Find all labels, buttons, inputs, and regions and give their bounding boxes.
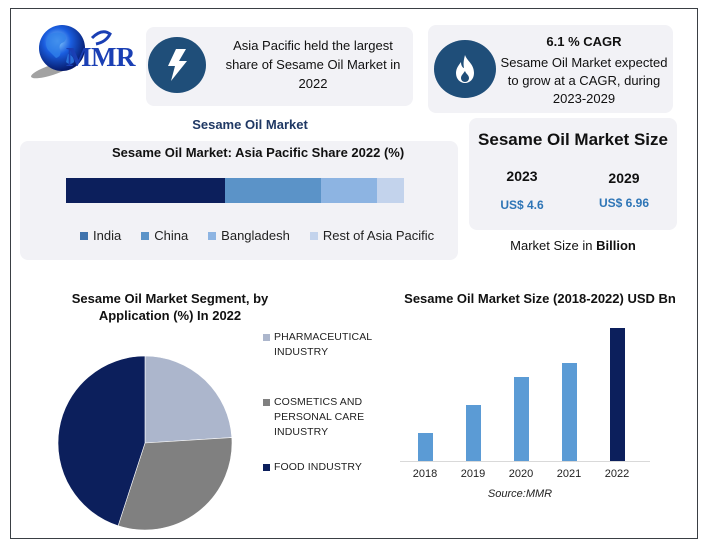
info-card-text: Asia Pacific held the largest share of S… — [225, 38, 401, 91]
legend-swatch — [309, 231, 318, 240]
share-segment-china — [224, 178, 322, 203]
flame-icon — [434, 40, 496, 98]
legend-label: India — [93, 228, 122, 243]
pie-legend-item: FOOD INDUSTRY — [263, 460, 383, 475]
year-label: 2029 — [608, 170, 640, 186]
legend-label: Bangladesh — [221, 228, 290, 243]
x-axis-labels: 2018 2019 2020 2021 2022 — [400, 468, 650, 482]
cagr-text: Sesame Oil Market expected to grow at a … — [500, 55, 668, 106]
share-segment-rest-of-asia-pacific — [376, 178, 404, 203]
bar-2021 — [561, 363, 577, 461]
legend-swatch — [263, 399, 270, 406]
x-axis-label: 2020 — [508, 468, 534, 480]
market-value: US$ 6.96 — [598, 196, 650, 210]
source-note: Source:MMR — [487, 488, 553, 500]
bar-chart-title: Sesame Oil Market Size (2018-2022) USD B… — [404, 291, 676, 306]
legend-label: China — [154, 228, 189, 243]
legend-label: FOOD INDUSTRY — [274, 461, 363, 473]
legend-label: PHARMACEUTICAL INDUSTRY — [274, 331, 373, 358]
market-size-card: Sesame Oil Market Size 2023 US$ 4.6 2029… — [469, 118, 677, 230]
market-value: US$ 4.6 — [500, 198, 544, 212]
year-label: 2023 — [506, 168, 538, 184]
asia-pacific-share-card: Sesame Oil Market: Asia Pacific Share 20… — [20, 141, 458, 260]
lightning-bolt-icon — [148, 37, 206, 93]
globe-icon — [31, 25, 112, 79]
legend-swatch — [208, 231, 217, 240]
pie-legend-item: COSMETICS AND PERSONAL CARE INDUSTRY — [263, 395, 383, 440]
bar-2018 — [417, 433, 433, 461]
legend-item: Rest of Asia Pacific — [309, 228, 435, 243]
pie-chart-title: Sesame Oil Market Segment, by Applicatio… — [71, 291, 269, 323]
stacked-share-bar — [66, 178, 404, 203]
legend-item: India — [80, 228, 121, 243]
x-axis-label: 2022 — [604, 468, 630, 480]
pie-slice-2 — [117, 437, 233, 531]
share-segment-india — [66, 178, 225, 203]
pie-slice-1 — [144, 355, 233, 444]
info-card-regional-leader: Asia Pacific held the largest share of S… — [146, 27, 413, 106]
x-axis-label: 2021 — [556, 468, 582, 480]
share-chart-title: Sesame Oil Market: Asia Pacific Share 20… — [112, 145, 405, 160]
bar-2019 — [465, 405, 481, 461]
pie-legend-item: PHARMACEUTICAL INDUSTRY — [263, 330, 383, 360]
bar-2020 — [513, 377, 529, 461]
logo-text: MMR — [66, 42, 135, 72]
legend-label: Rest of Asia Pacific — [322, 228, 435, 243]
info-card-cagr: 6.1 % CAGR Sesame Oil Market expected to… — [428, 25, 673, 113]
market-size-2023: 2023 US$ 4.6 — [477, 168, 567, 212]
x-axis-line — [400, 461, 650, 462]
mmr-logo: MMR — [18, 18, 148, 88]
market-size-2029: 2029 US$ 6.96 — [579, 170, 669, 210]
pie-slice-3 — [57, 355, 146, 527]
legend-swatch — [263, 334, 270, 341]
legend-swatch — [141, 231, 150, 240]
share-legend: India China Bangladesh Rest of Asia Pacific — [80, 228, 454, 243]
application-pie-chart — [57, 355, 233, 531]
cagr-title: 6.1 % CAGR — [546, 34, 622, 49]
legend-label: COSMETICS AND PERSONAL CARE INDUSTRY — [274, 396, 365, 438]
legend-item: Bangladesh — [208, 228, 290, 243]
section-title: Sesame Oil Market — [192, 117, 308, 132]
legend-swatch — [80, 231, 88, 240]
market-size-footer: Market Size in Billion — [510, 238, 636, 253]
share-segment-bangladesh — [321, 178, 377, 203]
market-size-title: Sesame Oil Market Size — [478, 130, 668, 149]
x-axis-label: 2018 — [412, 468, 438, 480]
market-size-bar-chart — [400, 320, 650, 462]
x-axis-label: 2019 — [460, 468, 486, 480]
legend-swatch — [263, 464, 270, 471]
bar-2022 — [609, 328, 625, 461]
legend-item: China — [141, 228, 188, 243]
